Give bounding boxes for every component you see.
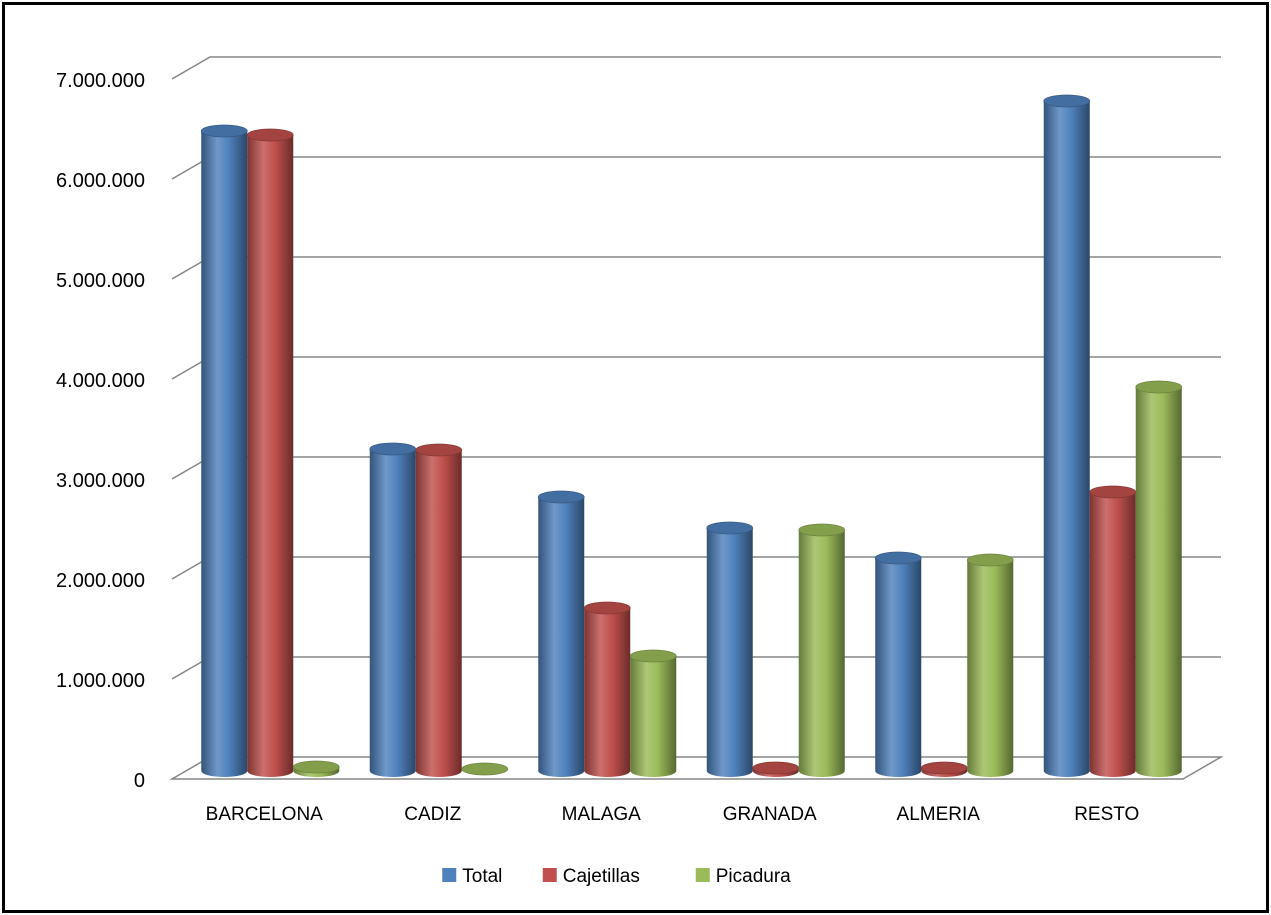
legend-label-picadura: Picadura — [716, 866, 791, 887]
bar-picadura-almeria — [966, 553, 1014, 777]
bar-picadura-granada — [798, 523, 846, 777]
x-tick-label: CADIZ — [404, 804, 461, 825]
bar-top — [1135, 380, 1183, 394]
bar-cajetillas-barcelona — [246, 128, 294, 777]
bar-body — [538, 497, 585, 777]
y-tick-label: 2.000.000 — [56, 570, 145, 592]
bar-body — [201, 131, 248, 777]
bar-body — [415, 450, 462, 777]
bar-top — [966, 553, 1014, 567]
y-tick-label: 5.000.000 — [56, 270, 145, 292]
x-tick-label: RESTO — [1074, 804, 1139, 825]
bar-top — [706, 521, 754, 535]
legend-label-cajetillas: Cajetillas — [563, 866, 640, 887]
x-tick-label: GRANADA — [723, 804, 817, 825]
bar-body — [1135, 387, 1182, 777]
bar-body — [630, 656, 677, 777]
x-tick-label: ALMERIA — [897, 804, 981, 825]
gridline — [171, 56, 1221, 80]
bar-top — [246, 128, 294, 142]
bar-total-cadiz — [369, 442, 417, 777]
bar-total-granada — [706, 521, 754, 777]
bar-top — [1043, 94, 1091, 108]
legend-swatch-total — [442, 868, 457, 882]
bar-body — [875, 558, 922, 777]
bar-body — [798, 530, 845, 777]
bar-top — [874, 551, 922, 565]
bar-body — [1043, 101, 1090, 777]
bar-top — [798, 523, 846, 537]
bar-total-barcelona — [200, 124, 248, 777]
bar-picadura-barcelona — [292, 760, 340, 777]
bar-total-resto — [1043, 94, 1091, 777]
y-tick-label: 6.000.000 — [56, 170, 145, 192]
y-tick-label: 3.000.000 — [56, 470, 145, 492]
bar-body — [706, 528, 753, 777]
x-tick-label: MALAGA — [562, 804, 642, 825]
bar-cajetillas-resto — [1089, 485, 1137, 777]
y-tick-label: 7.000.000 — [56, 70, 145, 92]
bar-body — [247, 135, 294, 777]
bar-top — [369, 442, 417, 456]
x-tick-label: BARCELONA — [206, 804, 324, 825]
legend-label-total: Total — [462, 866, 502, 887]
bar-picadura-malaga — [629, 649, 677, 777]
legend-swatch-picadura — [695, 868, 710, 882]
legend-swatch-cajetillas — [542, 868, 557, 882]
bar-top — [461, 762, 509, 776]
bar-picadura-resto — [1135, 380, 1183, 777]
bar-top — [537, 490, 585, 504]
bar-top — [629, 649, 677, 663]
bar-total-malaga — [537, 490, 585, 777]
bar-top — [752, 761, 800, 775]
chart-floor — [169, 756, 1224, 780]
bar-cajetillas-almeria — [920, 761, 968, 777]
bar-top — [200, 124, 248, 138]
bar-top — [1089, 485, 1137, 499]
y-tick-label: 4.000.000 — [56, 370, 145, 392]
bar-cajetillas-malaga — [583, 601, 631, 777]
bar-top — [292, 760, 340, 774]
bar-top — [415, 443, 463, 457]
bar-body — [967, 560, 1014, 777]
bar-body — [369, 449, 416, 777]
bar-top — [583, 601, 631, 615]
y-tick-label: 0 — [134, 770, 145, 792]
bar-picadura-cadiz — [461, 762, 509, 776]
y-tick-label: 1.000.000 — [56, 670, 145, 692]
bar-body — [584, 608, 631, 777]
bar-total-almeria — [874, 551, 922, 777]
bar-top — [920, 761, 968, 775]
bar-body — [1089, 492, 1136, 777]
bar-cajetillas-cadiz — [415, 443, 463, 777]
bar-cajetillas-granada — [752, 761, 800, 777]
